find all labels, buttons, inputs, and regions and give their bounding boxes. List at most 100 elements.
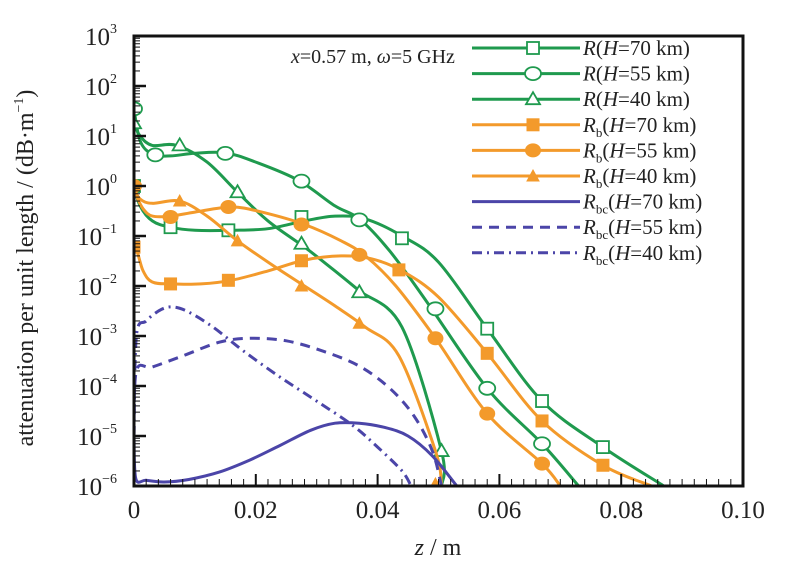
data-point-marker xyxy=(535,414,549,428)
series-rb-h-40-km- xyxy=(134,187,443,486)
data-point-marker xyxy=(216,145,235,161)
data-point-marker xyxy=(350,212,369,228)
data-point-marker xyxy=(220,200,237,215)
legend-label: R(H=55 km) xyxy=(582,62,690,86)
data-point-marker xyxy=(294,254,308,268)
x-tick-label: 0.04 xyxy=(356,497,400,524)
data-point-marker xyxy=(351,247,368,262)
y-tick-exponent: −3 xyxy=(102,322,117,337)
y-tick-exponent: 3 xyxy=(110,22,117,37)
series-line xyxy=(134,246,653,486)
y-tick-label: 103 xyxy=(85,22,117,51)
data-point-marker xyxy=(292,173,311,189)
y-tick-base: 10 xyxy=(77,224,102,251)
x-tick-label: 0.08 xyxy=(599,497,643,524)
data-point-marker xyxy=(350,283,368,299)
y-tick-label: 10−1 xyxy=(77,222,117,251)
y-tick-label: 10−2 xyxy=(77,272,117,301)
data-point-marker xyxy=(535,394,549,408)
y-tick-label: 10−5 xyxy=(77,422,117,451)
y-tick-base: 10 xyxy=(77,274,102,301)
data-point-marker xyxy=(395,231,409,246)
data-point-marker xyxy=(172,194,187,207)
series-r-h-55-km- xyxy=(134,101,580,486)
legend-marker xyxy=(525,143,541,158)
legend-label: Rb(H=70 km) xyxy=(582,113,696,140)
series-line xyxy=(134,187,443,486)
data-point-marker xyxy=(221,223,236,238)
y-tick-exponent: 1 xyxy=(110,122,117,137)
x-tick-labels: 0 0.02 0.04 0.06 0.08 0.10 xyxy=(128,497,765,524)
legend-item: Rb(H=40 km) xyxy=(472,164,696,191)
data-point-marker xyxy=(480,346,494,360)
y-tick-base: 10 xyxy=(85,24,110,51)
legend-label: Rbc(H=40 km) xyxy=(582,241,702,268)
y-tick-exponent: −6 xyxy=(102,472,117,487)
y-tick-label: 102 xyxy=(85,72,117,101)
y-tick-label: 10−3 xyxy=(77,322,117,351)
legend-marker xyxy=(524,90,542,106)
x-axis-title: z / m xyxy=(414,535,462,561)
y-tick-exponent: 2 xyxy=(110,72,117,87)
y-tick-exponent: −4 xyxy=(102,372,117,387)
legend-label: Rbc(H=55 km) xyxy=(582,215,702,242)
legend-marker xyxy=(524,66,542,81)
series-r-h-70-km- xyxy=(134,179,665,486)
x-tick-label: 0.10 xyxy=(721,497,765,524)
axis-ticks xyxy=(133,34,744,488)
y-tick-label: 10−4 xyxy=(77,372,117,401)
legend-item: Rbc(H=40 km) xyxy=(472,241,702,268)
data-point-marker xyxy=(432,442,451,457)
data-point-marker xyxy=(171,136,189,152)
x-tick-label: 0 xyxy=(128,497,141,524)
data-point-marker xyxy=(134,114,143,130)
data-point-marker xyxy=(533,436,551,452)
y-tick-label: 100 xyxy=(85,172,117,201)
legend-item: Rbc(H=70 km) xyxy=(472,190,702,217)
legend-label: Rb(H=40 km) xyxy=(582,164,696,191)
y-tick-base: 10 xyxy=(77,474,102,501)
legend-label: Rbc(H=70 km) xyxy=(582,190,702,217)
y-tick-base: 10 xyxy=(85,174,110,201)
series-line xyxy=(134,185,562,486)
y-tick-base: 10 xyxy=(85,74,110,101)
data-point-marker xyxy=(392,263,406,277)
series-rbc-h-70-km- xyxy=(134,421,458,486)
y-tick-label: 101 xyxy=(85,122,117,151)
y-tick-label: 10−6 xyxy=(77,472,117,501)
condition-annotation: x=0.57 m, ω=5 GHz xyxy=(290,46,455,68)
data-point-marker xyxy=(228,183,247,199)
series-curves xyxy=(134,101,665,486)
data-point-marker xyxy=(162,209,179,224)
legend-label: Rb(H=55 km) xyxy=(582,138,696,165)
x-tick-label: 0.06 xyxy=(478,497,522,524)
y-tick-exponent: 0 xyxy=(110,172,117,187)
series-rbc-h-55-km- xyxy=(134,336,443,486)
data-point-marker xyxy=(478,380,497,396)
legend: R(H=70 km)R(H=55 km)R(H=40 km)Rb(H=70 km… xyxy=(472,36,702,268)
legend-item: Rb(H=70 km) xyxy=(472,113,696,140)
y-tick-exponent: −1 xyxy=(102,222,117,237)
legend-marker xyxy=(526,168,540,182)
data-point-marker xyxy=(146,147,165,163)
data-point-marker xyxy=(292,234,311,250)
series-line xyxy=(134,305,413,486)
series-rbc-h-40-km- xyxy=(134,305,413,486)
legend-marker xyxy=(526,118,540,132)
data-point-marker xyxy=(596,458,610,472)
legend-item: Rbc(H=55 km) xyxy=(472,215,702,242)
data-point-marker xyxy=(480,321,495,336)
data-point-marker xyxy=(230,233,245,247)
y-axis-title: attenuation per unit length / (dB·m−1) xyxy=(12,90,39,447)
legend-label: R(H=40 km) xyxy=(582,87,690,111)
data-point-marker xyxy=(596,440,610,454)
x-tick-label: 0.02 xyxy=(234,497,278,524)
data-point-marker xyxy=(427,331,444,346)
legend-marker xyxy=(526,41,540,55)
data-point-marker xyxy=(479,406,496,421)
legend-item: R(H=70 km) xyxy=(472,36,690,60)
data-point-marker xyxy=(426,301,445,317)
legend-item: R(H=40 km) xyxy=(472,87,690,111)
series-line xyxy=(134,185,665,486)
